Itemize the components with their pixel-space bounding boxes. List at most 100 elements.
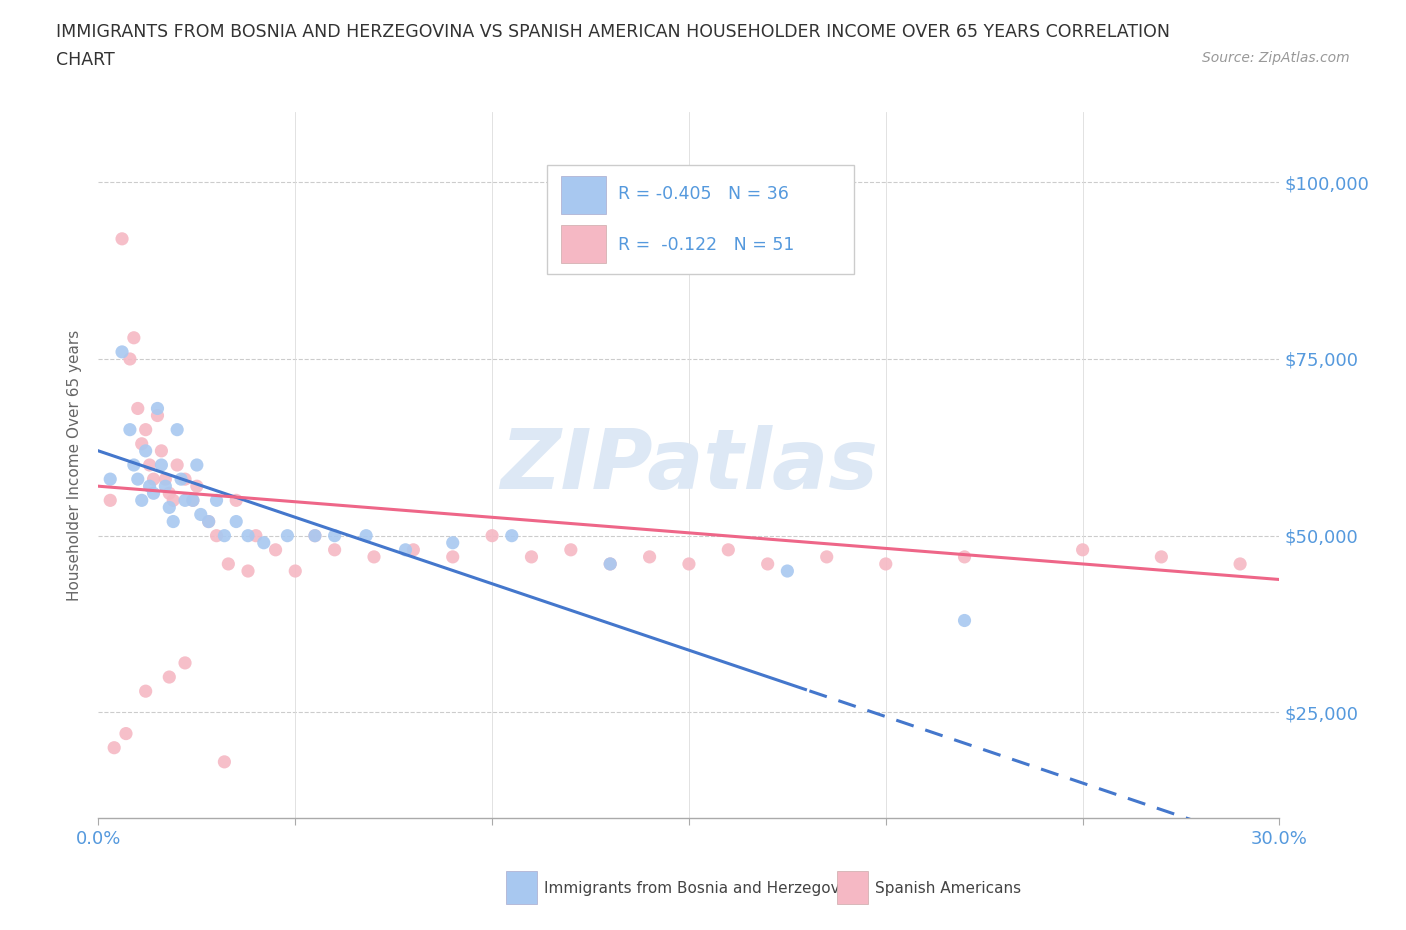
Point (323, 528, 346, 543)
Point (1229, 556, 1251, 571)
Y-axis label: Householder Income Over 65 years: Householder Income Over 65 years (67, 329, 83, 601)
Point (638, 550, 661, 565)
Point (599, 556, 621, 571)
Point (146, 401, 169, 416)
Point (142, 472, 165, 486)
Point (520, 550, 543, 565)
Point (111, 344, 134, 359)
Point (186, 458, 208, 472)
Point (131, 493, 153, 508)
Point (197, 514, 219, 529)
Point (155, 479, 177, 494)
Point (756, 556, 779, 571)
Bar (506, 871, 537, 904)
Text: R = -0.405   N = 36: R = -0.405 N = 36 (619, 185, 789, 203)
Point (441, 550, 464, 565)
Point (166, 458, 188, 472)
Point (264, 542, 287, 557)
Point (236, 564, 259, 578)
Point (953, 613, 976, 628)
Point (186, 479, 208, 494)
Point (174, 493, 197, 508)
Point (205, 493, 228, 508)
Point (131, 436, 153, 451)
Point (717, 542, 740, 557)
Bar (561, 225, 606, 263)
Point (214, 528, 236, 543)
Point (98, 493, 121, 508)
Text: CHART: CHART (56, 51, 115, 69)
Point (205, 528, 228, 543)
Point (155, 472, 177, 486)
Point (135, 422, 157, 437)
Point (135, 684, 157, 698)
Point (142, 485, 165, 500)
Point (953, 550, 976, 565)
Point (363, 550, 385, 565)
Point (776, 564, 799, 578)
Point (1071, 542, 1094, 557)
Point (323, 542, 346, 557)
Point (354, 528, 377, 543)
Point (253, 536, 276, 551)
Point (304, 528, 326, 543)
Point (815, 550, 838, 565)
Point (394, 542, 416, 557)
Point (162, 514, 184, 529)
Point (122, 458, 145, 472)
Point (225, 493, 247, 508)
Text: Spanish Americans: Spanish Americans (875, 881, 1021, 896)
Point (98, 472, 121, 486)
Point (402, 542, 425, 557)
Point (181, 493, 204, 508)
Point (284, 564, 307, 578)
Bar (837, 871, 868, 904)
Point (276, 528, 298, 543)
Text: R =  -0.122   N = 51: R = -0.122 N = 51 (619, 235, 794, 254)
Point (162, 493, 184, 508)
Point (304, 528, 326, 543)
Point (481, 528, 503, 543)
Point (441, 536, 464, 551)
Bar (561, 176, 606, 214)
Point (138, 458, 160, 472)
Point (122, 330, 145, 345)
Point (1150, 550, 1173, 565)
Point (103, 740, 125, 755)
Point (174, 656, 197, 671)
Point (166, 422, 188, 437)
Point (150, 458, 173, 472)
Point (118, 352, 141, 366)
Point (236, 528, 259, 543)
Point (135, 444, 157, 458)
Point (217, 556, 239, 571)
Point (214, 754, 236, 769)
Point (501, 528, 523, 543)
Point (115, 726, 138, 741)
Point (225, 514, 247, 529)
Point (138, 479, 160, 494)
Point (118, 422, 141, 437)
Point (599, 556, 621, 571)
Point (127, 401, 149, 416)
Point (245, 528, 267, 543)
Point (150, 444, 173, 458)
Point (197, 514, 219, 529)
Point (127, 472, 149, 486)
Point (678, 556, 700, 571)
Text: Immigrants from Bosnia and Herzegovina: Immigrants from Bosnia and Herzegovina (544, 881, 863, 896)
Point (157, 500, 180, 515)
Point (157, 485, 180, 500)
Text: ZIPatlas: ZIPatlas (501, 424, 877, 506)
Point (170, 472, 193, 486)
Point (181, 493, 204, 508)
Point (111, 232, 134, 246)
Point (560, 542, 582, 557)
Text: IMMIGRANTS FROM BOSNIA AND HERZEGOVINA VS SPANISH AMERICAN HOUSEHOLDER INCOME OV: IMMIGRANTS FROM BOSNIA AND HERZEGOVINA V… (56, 23, 1170, 41)
FancyBboxPatch shape (547, 165, 855, 274)
Point (157, 670, 180, 684)
Point (174, 472, 197, 486)
Text: Source: ZipAtlas.com: Source: ZipAtlas.com (1202, 51, 1350, 65)
Point (875, 556, 897, 571)
Point (190, 507, 212, 522)
